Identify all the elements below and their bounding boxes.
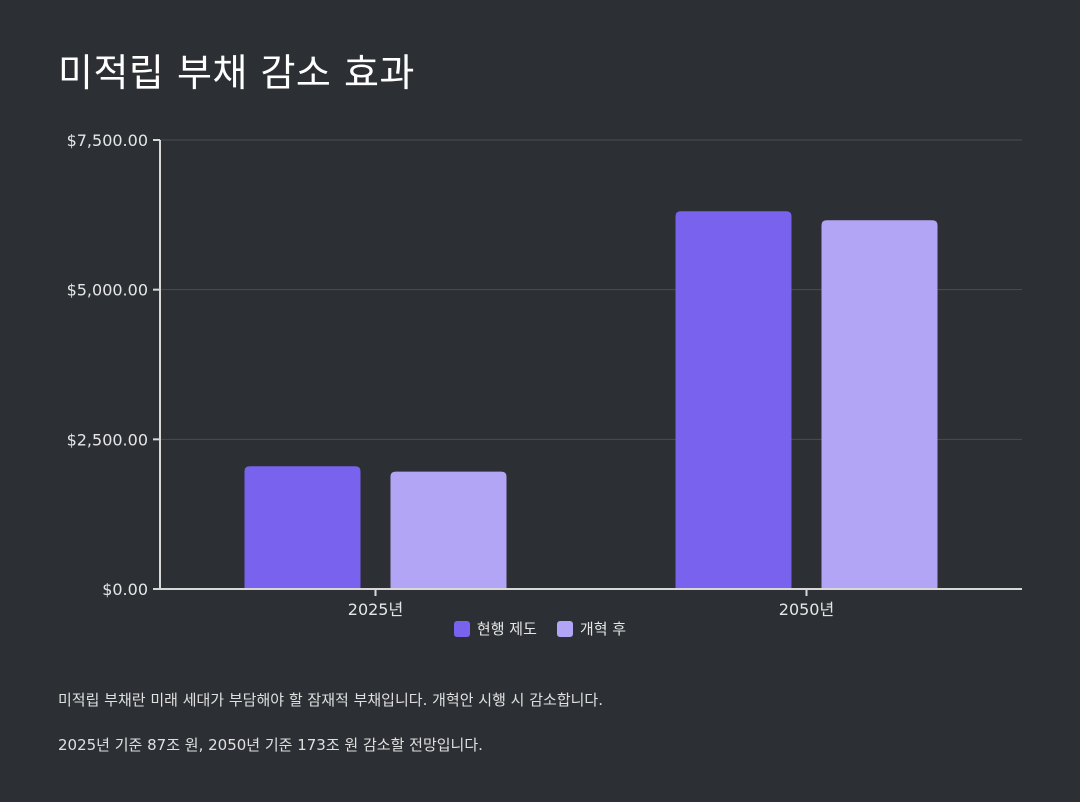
bar-current [675,211,792,589]
bar-reform [390,471,507,589]
footnote-definition: 미적립 부채란 미래 세대가 부담해야 할 잠재적 부채입니다. 개혁안 시행 … [58,691,603,709]
x-tick-label: 2025년 [348,600,403,619]
y-tick-label: $7,500.00 [67,131,148,150]
legend-swatch-reform [556,620,573,637]
legend-label-reform: 개혁 후 [579,620,627,638]
legend-swatch-current [453,620,470,637]
bar-chart: $0.00 $2,500.00 $5,000.00 $7,500.00 2025년 205… [67,131,1022,619]
legend-item-current[interactable]: 현행 제도 [453,618,537,639]
legend-item-reform[interactable]: 개혁 후 [556,618,627,639]
legend-label-current: 현행 제도 [476,620,537,638]
y-tick-label: $5,000.00 [67,281,148,300]
x-tick-label: 2050년 [779,600,834,619]
y-tick-label: $0.00 [102,580,148,599]
chart-title: 미적립 부채 감소 효과 [58,51,415,95]
legend: 현행 제도 개혁 후 [0,618,1080,639]
bar-current [244,466,361,589]
footnote-forecast: 2025년 기준 87조 원, 2050년 기준 173조 원 감소할 전망입니… [58,736,483,754]
bar-reform [821,220,938,590]
y-tick-label: $2,500.00 [67,430,148,449]
